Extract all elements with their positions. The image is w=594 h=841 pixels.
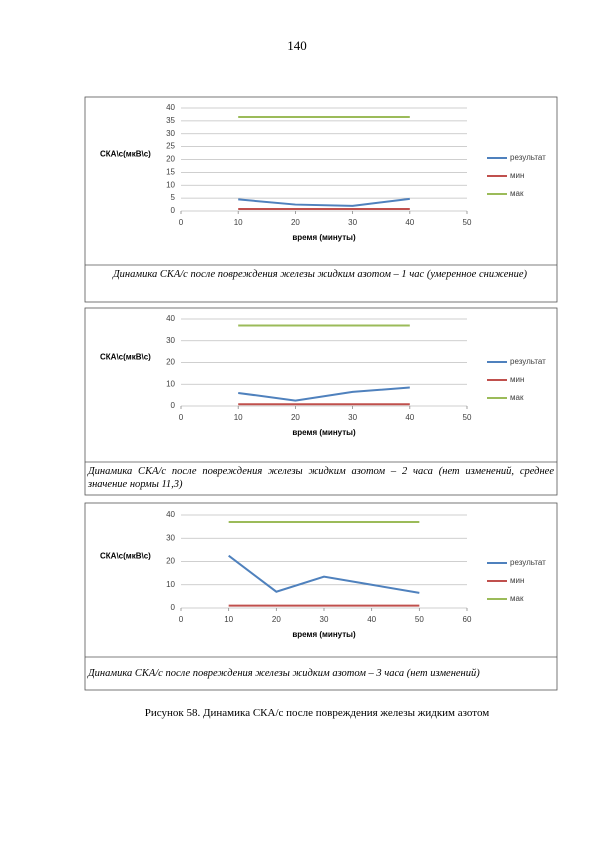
legend-label: мак xyxy=(510,393,524,402)
page-number: 140 xyxy=(287,38,307,53)
y-tick-label: 5 xyxy=(171,193,176,202)
y-axis-label: СКА\с(мкВ\с) xyxy=(100,150,151,159)
figure-caption: Рисунок 58. Динамика СКА/с после поврежд… xyxy=(144,707,490,719)
chart-caption: Динамика СКА/с после повреждения железы … xyxy=(88,466,554,490)
y-tick-label: 40 xyxy=(166,510,175,519)
legend-label: мак xyxy=(510,189,524,198)
x-tick-label: 0 xyxy=(179,615,184,624)
x-tick-label: 40 xyxy=(405,413,414,422)
y-tick-label: 30 xyxy=(166,129,175,138)
chart-caption: Динамика СКА/с после повреждения железы … xyxy=(113,269,527,280)
y-tick-label: 30 xyxy=(166,336,175,345)
y-tick-label: 20 xyxy=(166,557,175,566)
legend-label: результат xyxy=(510,357,546,366)
frame xyxy=(84,307,558,496)
y-tick-label: 20 xyxy=(166,358,175,367)
x-tick-label: 60 xyxy=(463,615,472,624)
y-tick-label: 35 xyxy=(166,116,175,125)
y-tick-label: 0 xyxy=(171,206,176,215)
y-tick-label: 40 xyxy=(166,314,175,323)
x-tick-label: 20 xyxy=(291,218,300,227)
x-tick-label: 30 xyxy=(348,218,357,227)
y-tick-label: 25 xyxy=(166,142,175,151)
y-tick-label: 15 xyxy=(166,167,175,176)
x-axis-label: время (минуты) xyxy=(292,428,356,437)
x-tick-label: 50 xyxy=(463,218,472,227)
series-line xyxy=(238,197,410,207)
x-tick-label: 10 xyxy=(234,218,243,227)
y-tick-label: 20 xyxy=(166,155,175,164)
x-tick-label: 20 xyxy=(291,413,300,422)
frame xyxy=(84,96,558,303)
frame xyxy=(84,502,558,691)
x-tick-label: 50 xyxy=(463,413,472,422)
legend-label: мин xyxy=(510,576,524,585)
y-tick-label: 0 xyxy=(171,603,176,612)
x-axis-label: время (минуты) xyxy=(292,630,356,639)
legend-label: результат xyxy=(510,153,546,162)
x-tick-label: 20 xyxy=(272,615,281,624)
y-axis-label: СКА\с(мкВ\с) xyxy=(100,552,151,561)
x-tick-label: 0 xyxy=(179,413,184,422)
series-line xyxy=(228,554,420,594)
x-axis-label: время (минуты) xyxy=(292,233,356,242)
legend-label: результат xyxy=(510,558,546,567)
y-axis-label: СКА\с(мкВ\с) xyxy=(100,353,151,362)
x-tick-label: 50 xyxy=(415,615,424,624)
series-line xyxy=(238,386,410,402)
y-tick-label: 10 xyxy=(166,379,175,388)
x-tick-label: 10 xyxy=(224,615,233,624)
x-tick-label: 30 xyxy=(348,413,357,422)
x-tick-label: 40 xyxy=(405,218,414,227)
x-tick-label: 30 xyxy=(320,615,329,624)
y-tick-label: 40 xyxy=(166,103,175,112)
y-tick-label: 0 xyxy=(171,401,176,410)
legend-label: мин xyxy=(510,171,524,180)
chart-caption: Динамика СКА/с после повреждения железы … xyxy=(88,668,480,679)
x-tick-label: 0 xyxy=(179,218,184,227)
legend-label: мак xyxy=(510,594,524,603)
y-tick-label: 10 xyxy=(166,580,175,589)
legend-label: мин xyxy=(510,375,524,384)
x-tick-label: 10 xyxy=(234,413,243,422)
y-tick-label: 30 xyxy=(166,533,175,542)
y-tick-label: 10 xyxy=(166,180,175,189)
x-tick-label: 40 xyxy=(367,615,376,624)
